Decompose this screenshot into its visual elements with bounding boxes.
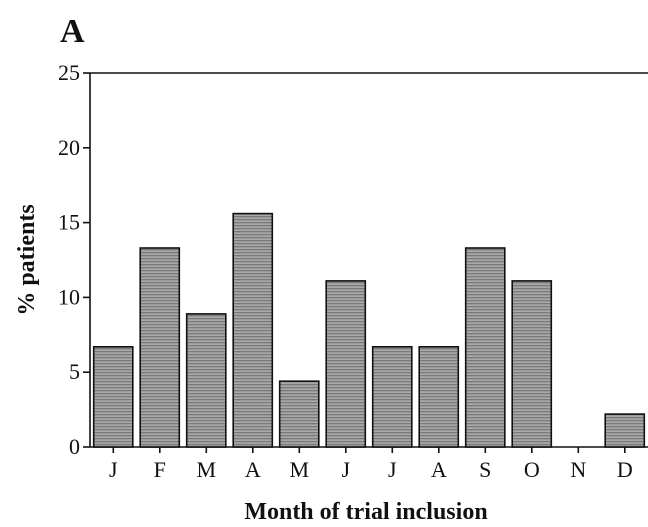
bar (371, 345, 413, 448)
bars-group (92, 212, 646, 448)
x-tick-label: D (617, 457, 633, 482)
x-tick-label: A (245, 457, 261, 482)
x-tick-label: S (479, 457, 491, 482)
x-tick-label: J (342, 457, 351, 482)
x-tick-label: J (109, 457, 118, 482)
y-tick-label: 20 (58, 135, 80, 160)
bar (464, 247, 506, 448)
x-tick-label: F (154, 457, 166, 482)
y-tick-label: 0 (69, 434, 80, 459)
y-tick-label: 5 (69, 359, 80, 384)
panel-label: A (60, 13, 85, 50)
y-tick-label: 15 (58, 210, 80, 235)
x-tick-label: N (570, 457, 586, 482)
y-tick-label: 10 (58, 284, 80, 309)
bar (604, 413, 646, 448)
bar (92, 345, 134, 448)
bar (325, 280, 367, 448)
bar (232, 212, 274, 448)
bar (185, 313, 227, 448)
x-tick-label: O (524, 457, 540, 482)
x-tick-label: M (197, 457, 217, 482)
x-tick-label: M (290, 457, 310, 482)
y-ticks-group: 0 5 10 15 20 25 (58, 60, 90, 459)
bar (418, 345, 460, 448)
plot-area: 0 5 10 15 20 25 J F M A M J J A S O N D (58, 60, 648, 482)
bar (278, 380, 320, 448)
y-axis-title: % patients (14, 204, 40, 315)
y-tick-label: 25 (58, 60, 80, 85)
bar (511, 280, 553, 448)
x-tick-label: A (431, 457, 447, 482)
bar (139, 247, 181, 448)
x-axis-title: Month of trial inclusion (244, 499, 487, 525)
x-tick-label: J (388, 457, 397, 482)
